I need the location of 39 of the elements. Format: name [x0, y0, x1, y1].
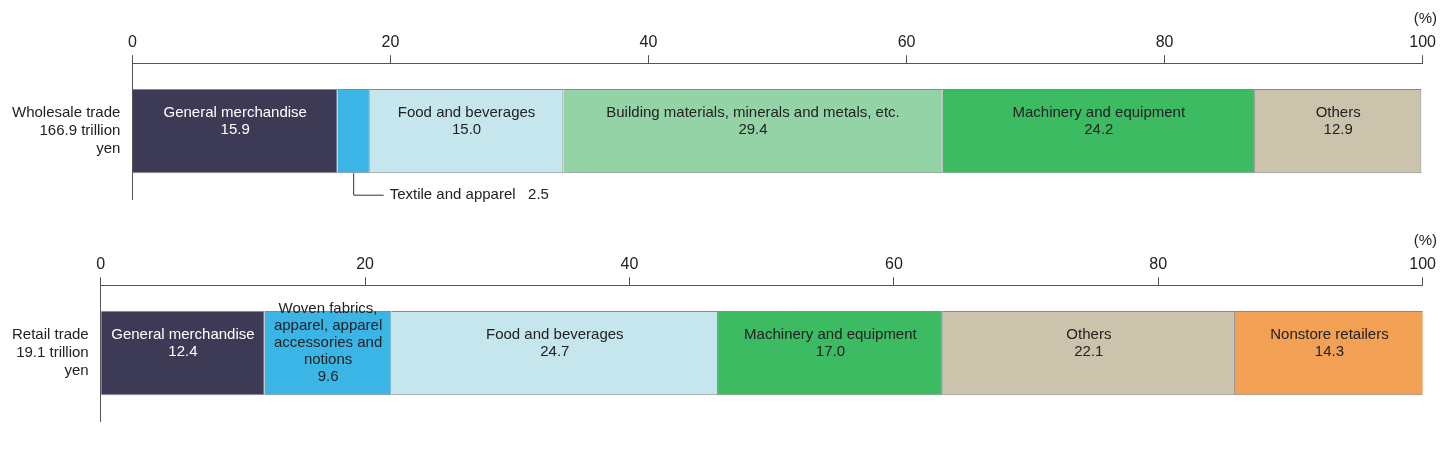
data-label: 15.0 [451, 119, 482, 137]
x-tick-label: 20 [381, 33, 400, 51]
data-label: 17.0 [815, 341, 846, 359]
data-label: 9.6 [317, 367, 339, 385]
series-label: General merchandise [111, 324, 255, 342]
y-tick-label: Retail trade 19.1 trillion yen [11, 325, 89, 379]
data-label: 12.9 [1323, 119, 1353, 137]
series-label: General merchandise [163, 102, 307, 120]
data-label: 22.1 [1074, 341, 1104, 359]
x-tick-label: 80 [1155, 33, 1174, 51]
series-label: Woven fabrics, apparel, apparel accessories and notions [273, 299, 383, 368]
x-tick-label: 60 [897, 33, 916, 51]
x-tick-label: 100 [1409, 33, 1437, 51]
data-label: 24.7 [540, 341, 570, 359]
data-label: 14.3 [1314, 341, 1345, 359]
series-label: Others [1315, 102, 1361, 120]
series-label: Building materials, minerals and metals, etc. [606, 102, 900, 120]
series-label: Machinery and equipment [1012, 102, 1186, 120]
text: Textile and apparel 2.5 [389, 185, 549, 203]
series-label: Nonstore retailers [1270, 324, 1389, 342]
x-axis-title: (%) [1413, 230, 1437, 248]
data-label: 12.4 [168, 341, 198, 359]
y-tick-label: Wholesale trade 166.9 trillion yen [11, 103, 121, 157]
x-tick-label: 80 [1149, 255, 1168, 273]
series-label: Others [1066, 324, 1112, 342]
data-label: 15.9 [220, 119, 250, 137]
x-tick-label: 40 [639, 33, 658, 51]
series-label: Food and beverages [397, 102, 536, 120]
x-tick-label: 0 [127, 33, 137, 51]
x-tick-label: 40 [620, 255, 639, 273]
x-tick-label: 60 [884, 255, 903, 273]
series-label: Food and beverages [485, 324, 624, 342]
series-label: Machinery and equipment [744, 324, 918, 342]
x-tick-label: 0 [96, 255, 106, 273]
data-label: 29.4 [738, 119, 768, 137]
data-label: 24.2 [1084, 119, 1114, 137]
x-tick-label: 20 [356, 255, 375, 273]
x-axis-title: (%) [1413, 8, 1437, 26]
x-tick-label: 100 [1409, 255, 1437, 273]
